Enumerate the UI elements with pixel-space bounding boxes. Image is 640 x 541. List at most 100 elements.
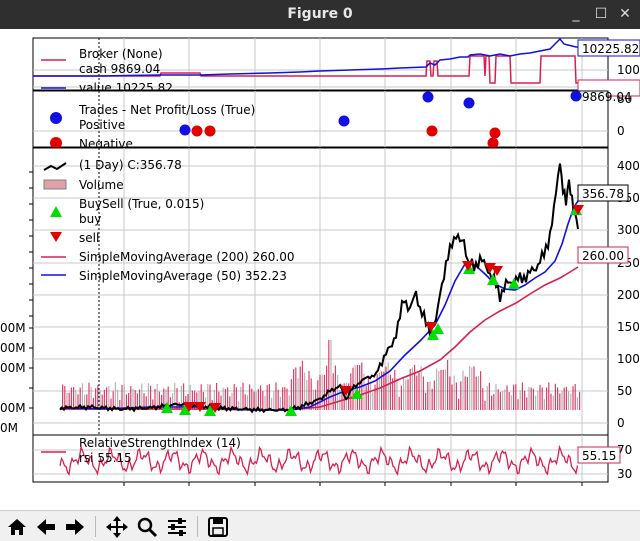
volume-bar	[328, 340, 330, 410]
configure-subplots-icon[interactable]	[164, 514, 190, 539]
volume-bar	[539, 384, 541, 410]
volume-bar	[326, 365, 328, 410]
volume-bar	[191, 390, 193, 410]
volume-bar	[497, 389, 499, 410]
volume-bar	[504, 389, 506, 410]
volume-bar	[279, 396, 281, 410]
volume-bar	[392, 378, 394, 410]
volume-bar	[196, 392, 198, 410]
rsi-line	[59, 444, 579, 477]
broker-panel: Broker (None) cash 9869.04 value 10225.8…	[32, 37, 640, 106]
pan-icon[interactable]	[104, 514, 130, 539]
price-tick-400: 400	[617, 159, 640, 173]
save-icon[interactable]	[205, 514, 231, 539]
volume-bar	[449, 376, 451, 410]
volume-bar	[64, 386, 66, 410]
volume-bar	[484, 400, 486, 410]
volume-bar	[559, 393, 561, 410]
volume-bar	[176, 388, 178, 410]
volume-bar	[407, 379, 409, 410]
volume-bar	[519, 390, 521, 410]
volume-bar	[231, 392, 233, 410]
figure-canvas[interactable]: Broker (None) cash 9869.04 value 10225.8…	[0, 29, 640, 510]
volume-bar	[455, 382, 457, 410]
volume-bar	[77, 394, 79, 410]
minimize-icon[interactable]: _	[572, 6, 580, 22]
volume-bar	[365, 385, 367, 410]
volume-bar	[288, 395, 290, 410]
toolbar-separator	[95, 516, 96, 537]
volume-bar	[508, 392, 510, 410]
volume-bar	[260, 385, 262, 410]
volume-bar	[376, 373, 378, 410]
volume-bar	[530, 387, 532, 410]
volume-bar	[255, 391, 257, 410]
home-icon[interactable]	[4, 514, 30, 539]
volume-bar	[363, 373, 365, 410]
volume-bar	[161, 395, 163, 410]
price-tick-100: 100	[617, 352, 640, 366]
maximize-icon[interactable]: ☐	[594, 6, 608, 22]
volume-bar	[262, 391, 264, 410]
volume-bar	[90, 387, 92, 410]
price-tick-200: 200	[617, 288, 640, 302]
volume-bar	[570, 393, 572, 410]
volume-bar	[128, 393, 130, 410]
volume-bar	[165, 389, 167, 410]
volume-bar	[73, 387, 75, 410]
volume-bar	[387, 362, 389, 410]
volume-legend-label: Volume	[79, 178, 124, 192]
volume-bar	[332, 373, 334, 410]
sell-legend-label: sell	[79, 231, 99, 245]
volume-bar	[180, 385, 182, 410]
volume-bar	[550, 393, 552, 410]
volume-bar	[574, 384, 576, 410]
volume-bar	[480, 371, 482, 410]
volume-bar	[330, 340, 332, 410]
volume-bar	[233, 383, 235, 410]
trades-legend-title: Trades - Net Profit/Loss (True)	[78, 103, 255, 117]
volume-bar	[249, 384, 251, 410]
volume-bar	[251, 388, 253, 410]
volume-bar	[295, 367, 297, 410]
volume-bar	[304, 372, 306, 410]
close-icon[interactable]: ✕	[619, 6, 631, 22]
volume-bar	[385, 366, 387, 410]
rsi-tag: 55.15	[582, 449, 616, 463]
volume-bar	[312, 389, 314, 410]
volume-bar	[568, 391, 570, 410]
volume-bar	[466, 376, 468, 410]
sma200-tag: 260.00	[582, 249, 624, 263]
volume-bar	[563, 387, 565, 410]
volume-bar	[436, 368, 438, 410]
volume-bar	[97, 385, 99, 410]
buysell-legend-label: BuySell (True, 0.015)	[79, 197, 204, 211]
forward-icon[interactable]	[62, 514, 88, 539]
buy-legend-label: buy	[79, 212, 101, 226]
volume-bar	[242, 382, 244, 410]
volume-bar	[194, 390, 196, 410]
sma200-tag-box	[577, 246, 629, 264]
volume-bar	[222, 387, 224, 410]
volume-bar	[187, 393, 189, 410]
close-legend-label: (1 Day) C:356.78	[79, 158, 182, 172]
volume-bar	[453, 375, 455, 410]
volume-bar	[554, 383, 556, 410]
broker-legend-title: Broker (None)	[79, 47, 163, 61]
zoom-icon[interactable]	[134, 514, 160, 539]
volume-bar	[548, 382, 550, 410]
volume-bar	[117, 389, 119, 410]
volume-bar	[297, 378, 299, 410]
volume-bar	[460, 381, 462, 410]
volume-bar	[92, 397, 94, 410]
volume-bar	[337, 375, 339, 410]
volume-bar	[473, 366, 475, 410]
sma50-legend-label: SimpleMovingAverage (50) 352.23	[79, 269, 287, 283]
volume-bar	[427, 382, 429, 410]
back-icon[interactable]	[33, 514, 59, 539]
volume-bar	[62, 384, 64, 410]
volume-bar	[79, 387, 81, 410]
volume-bar	[499, 392, 501, 410]
rsi-tick-70: 70	[617, 443, 632, 457]
sell-markers	[183, 205, 584, 413]
